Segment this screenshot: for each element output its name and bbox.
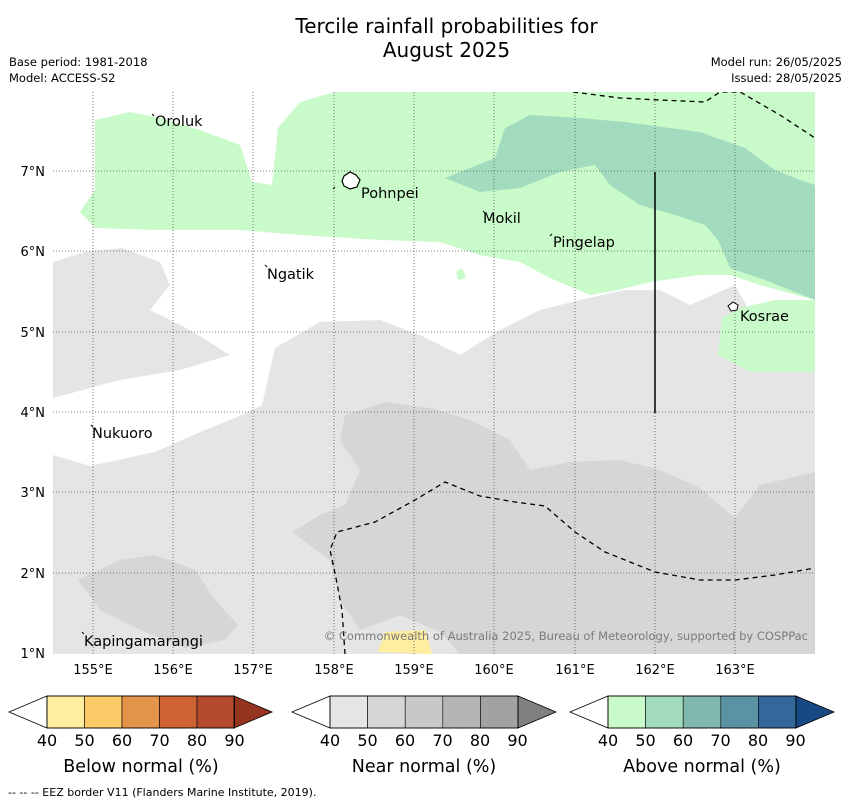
lat-tick: 6°N bbox=[21, 245, 46, 260]
eez-footnote: -- -- -- EEZ border V11 (Flanders Marine… bbox=[8, 786, 317, 799]
colorbar-swatch bbox=[121, 695, 160, 729]
copyright-notice: © Commonwealth of Australia 2025, Bureau… bbox=[324, 629, 808, 643]
meta-right: Model run: 26/05/2025 Issued: 28/05/2025 bbox=[711, 54, 842, 86]
colorbar-tick: 70 bbox=[432, 731, 452, 750]
colorbar-swatch bbox=[159, 695, 198, 729]
colorbar-tick: 60 bbox=[112, 731, 132, 750]
place-label-kapingamarangi: Kapingamarangi bbox=[84, 634, 203, 650]
place-label-mokil: Mokil bbox=[483, 211, 521, 227]
colorbar-tick: 70 bbox=[149, 731, 169, 750]
place-label-pingelap: Pingelap bbox=[553, 235, 615, 251]
colorbar-swatch bbox=[758, 695, 797, 729]
colorbar-swatch bbox=[480, 695, 519, 729]
atoll-markers bbox=[81, 113, 553, 635]
lon-tick: 162°E bbox=[635, 663, 675, 678]
colorbar-left-triangle bbox=[290, 695, 331, 729]
colorbar-frame bbox=[46, 695, 235, 729]
colorbar-near-normal: 40 50 60 70 80 90 Near normal (%) bbox=[290, 695, 558, 777]
colorbar-swatch bbox=[720, 695, 759, 729]
above-normal-50-region bbox=[445, 115, 815, 300]
colorbar-tick: 90 bbox=[507, 731, 527, 750]
near-normal-50-region bbox=[292, 402, 815, 654]
colorbar-tick: 40 bbox=[37, 731, 57, 750]
place-label-oroluk: Oroluk bbox=[155, 114, 203, 130]
lat-tick: 2°N bbox=[21, 567, 46, 582]
colorbar-right-triangle bbox=[795, 695, 836, 729]
lat-tick: 4°N bbox=[21, 406, 46, 421]
map-title: Tercile rainfall probabilities for Augus… bbox=[0, 14, 850, 62]
colorbar-swatch bbox=[196, 695, 235, 729]
colorbar-tick: 40 bbox=[598, 731, 618, 750]
colorbar-tick: 40 bbox=[320, 731, 340, 750]
longitude-ticks: 155°E 156°E 157°E 158°E 159°E 160°E 161°… bbox=[73, 663, 755, 678]
lat-tick: 1°N bbox=[21, 647, 46, 662]
colorbar-swatch bbox=[46, 695, 85, 729]
colorbar-label: Near normal (%) bbox=[352, 757, 497, 777]
map-area: Oroluk Pohnpei Mokil Pingelap Ngatik Kos… bbox=[53, 92, 815, 654]
lon-tick: 158°E bbox=[314, 663, 354, 678]
lon-tick: 156°E bbox=[153, 663, 193, 678]
colorbar-label: Below normal (%) bbox=[63, 757, 218, 777]
lon-tick: 159°E bbox=[394, 663, 434, 678]
colorbar-tick: 70 bbox=[710, 731, 730, 750]
lon-tick: 161°E bbox=[555, 663, 595, 678]
colorbar-swatch bbox=[682, 695, 722, 729]
model-run: Model run: 26/05/2025 bbox=[710, 55, 842, 69]
lon-tick: 163°E bbox=[715, 663, 755, 678]
near-normal-40-west bbox=[53, 248, 230, 398]
colorbar-tick: 50 bbox=[635, 731, 655, 750]
lat-tick: 3°N bbox=[21, 486, 46, 501]
issued-date: Issued: 28/05/2025 bbox=[731, 71, 842, 85]
colorbar-swatch bbox=[84, 695, 123, 729]
title-line-2: August 2025 bbox=[382, 38, 511, 62]
colorbar-tick: 90 bbox=[785, 731, 805, 750]
colorbar-above-normal: 40 50 60 70 80 90 Above normal (%) bbox=[568, 695, 836, 777]
colorbar-frame bbox=[329, 695, 519, 729]
colorbar-swatch bbox=[645, 695, 684, 729]
colorbar-tick: 50 bbox=[357, 731, 377, 750]
colorbar-swatch bbox=[367, 695, 406, 729]
colorbar-tick: 50 bbox=[74, 731, 94, 750]
colorbar-tick: 80 bbox=[470, 731, 490, 750]
eez-border bbox=[329, 92, 815, 654]
above-normal-40-speck bbox=[456, 268, 466, 280]
colorbar-tick: 60 bbox=[673, 731, 693, 750]
pohnpei-island-icon bbox=[341, 171, 361, 190]
colorbar-left-triangle bbox=[568, 695, 609, 729]
colorbar-label: Above normal (%) bbox=[623, 757, 781, 777]
colorbar-below-normal: 40 50 60 70 80 90 Below normal (%) bbox=[7, 695, 274, 777]
above-normal-40-kosrae bbox=[718, 300, 815, 372]
lat-tick: 7°N bbox=[21, 165, 46, 180]
colorbar-frame bbox=[607, 695, 797, 729]
place-label-ngatik: Ngatik bbox=[267, 267, 315, 283]
base-period: Base period: 1981-2018 bbox=[9, 55, 148, 69]
colorbar-tick: 80 bbox=[187, 731, 207, 750]
colorbar-right-triangle bbox=[233, 695, 274, 729]
colorbar-tick: 90 bbox=[224, 731, 244, 750]
model-name: Model: ACCESS-S2 bbox=[9, 71, 116, 85]
place-label-kosrae: Kosrae bbox=[740, 309, 789, 325]
meta-left: Base period: 1981-2018 Model: ACCESS-S2 bbox=[9, 54, 148, 86]
lat-tick: 5°N bbox=[21, 326, 46, 341]
latitude-ticks: 7°N 6°N 5°N 4°N 3°N 2°N 1°N bbox=[21, 165, 46, 662]
colorbar-swatch bbox=[607, 695, 646, 729]
colorbar-left-triangle bbox=[7, 695, 48, 729]
colorbar-swatch bbox=[329, 695, 368, 729]
place-label-pohnpei: Pohnpei bbox=[361, 186, 419, 202]
place-label-nukuoro: Nukuoro bbox=[92, 426, 153, 442]
colorbar-right-triangle bbox=[517, 695, 558, 729]
lon-tick: 155°E bbox=[73, 663, 113, 678]
near-normal-50-south bbox=[78, 555, 238, 648]
below-normal-40-patch bbox=[378, 630, 432, 654]
colorbar-swatch bbox=[442, 695, 481, 729]
colorbar-tick: 60 bbox=[395, 731, 415, 750]
colorbar-tick: 80 bbox=[748, 731, 768, 750]
kosrae-island-icon bbox=[727, 301, 739, 312]
lon-tick: 160°E bbox=[474, 663, 514, 678]
colorbar-swatch bbox=[404, 695, 444, 729]
title-line-1: Tercile rainfall probabilities for bbox=[295, 14, 598, 38]
lon-tick: 157°E bbox=[233, 663, 273, 678]
